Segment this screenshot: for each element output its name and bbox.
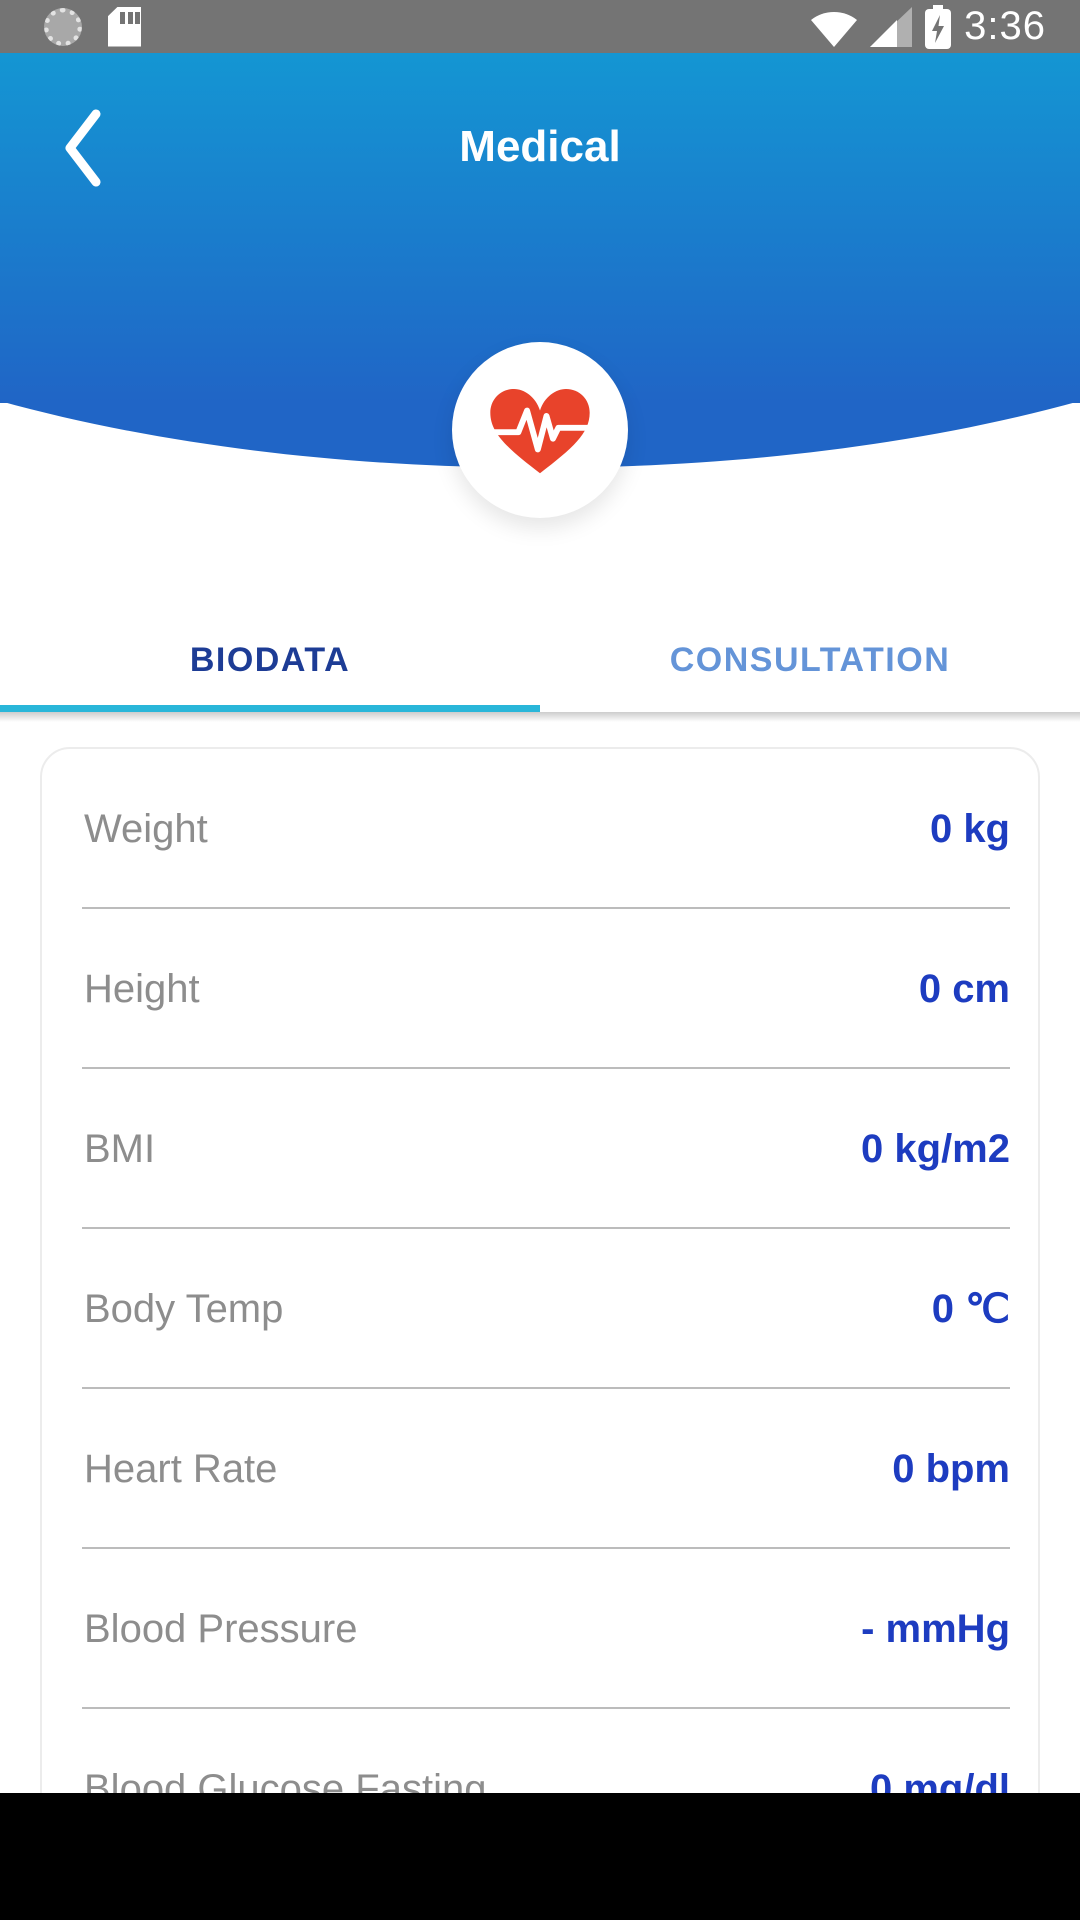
row-body-temp[interactable]: Body Temp 0 ℃	[42, 1229, 1038, 1389]
heart-pulse-icon	[486, 388, 594, 474]
row-value: 0 kg/m2	[861, 1126, 1010, 1171]
active-tab-indicator	[0, 705, 540, 712]
status-bar-right: 3:36	[810, 0, 1046, 53]
row-value: 0 bpm	[892, 1446, 1010, 1491]
row-value: 0 cm	[918, 966, 1010, 1011]
spinner-icon	[44, 7, 82, 46]
row-label: Heart Rate	[84, 1446, 278, 1491]
row-blood-pressure[interactable]: Blood Pressure - mmHg	[42, 1549, 1038, 1709]
row-value: 0 ℃	[931, 1287, 1010, 1331]
clock-time: 3:36	[964, 4, 1046, 48]
status-bar-left	[44, 0, 141, 53]
back-button[interactable]	[44, 100, 120, 196]
row-label: Body Temp	[84, 1286, 284, 1331]
tab-bar-shadow	[0, 712, 1080, 722]
row-label: Weight	[84, 806, 208, 851]
row-heart-rate[interactable]: Heart Rate 0 bpm	[42, 1389, 1038, 1549]
row-weight[interactable]: Weight 0 kg	[42, 749, 1038, 909]
row-height[interactable]: Height 0 cm	[42, 909, 1038, 1069]
battery-charging-icon	[924, 4, 952, 49]
cell-signal-icon	[870, 6, 913, 47]
biodata-card: Weight 0 kg Height 0 cm BMI 0 kg/m2 Body…	[40, 747, 1040, 1920]
row-label: Blood Pressure	[84, 1606, 358, 1651]
sd-card-icon	[108, 6, 141, 47]
tab-biodata[interactable]: BIODATA	[0, 608, 540, 712]
row-label: Height	[84, 966, 200, 1011]
chevron-left-icon	[65, 109, 101, 187]
tab-consultation[interactable]: CONSULTATION	[540, 608, 1080, 712]
tab-consultation-label: CONSULTATION	[669, 640, 951, 679]
wifi-icon	[810, 7, 858, 47]
navigation-bar	[0, 1793, 1080, 1920]
row-value: 0 kg	[929, 806, 1010, 851]
row-value: - mmHg	[861, 1606, 1010, 1651]
row-bmi[interactable]: BMI 0 kg/m2	[42, 1069, 1038, 1229]
row-label: BMI	[84, 1126, 156, 1171]
page-title: Medical	[459, 122, 621, 171]
tab-biodata-label: BIODATA	[189, 640, 351, 679]
avatar	[452, 342, 628, 518]
tab-bar: BIODATA CONSULTATION	[0, 608, 1080, 712]
status-bar: 3:36	[0, 0, 1080, 53]
